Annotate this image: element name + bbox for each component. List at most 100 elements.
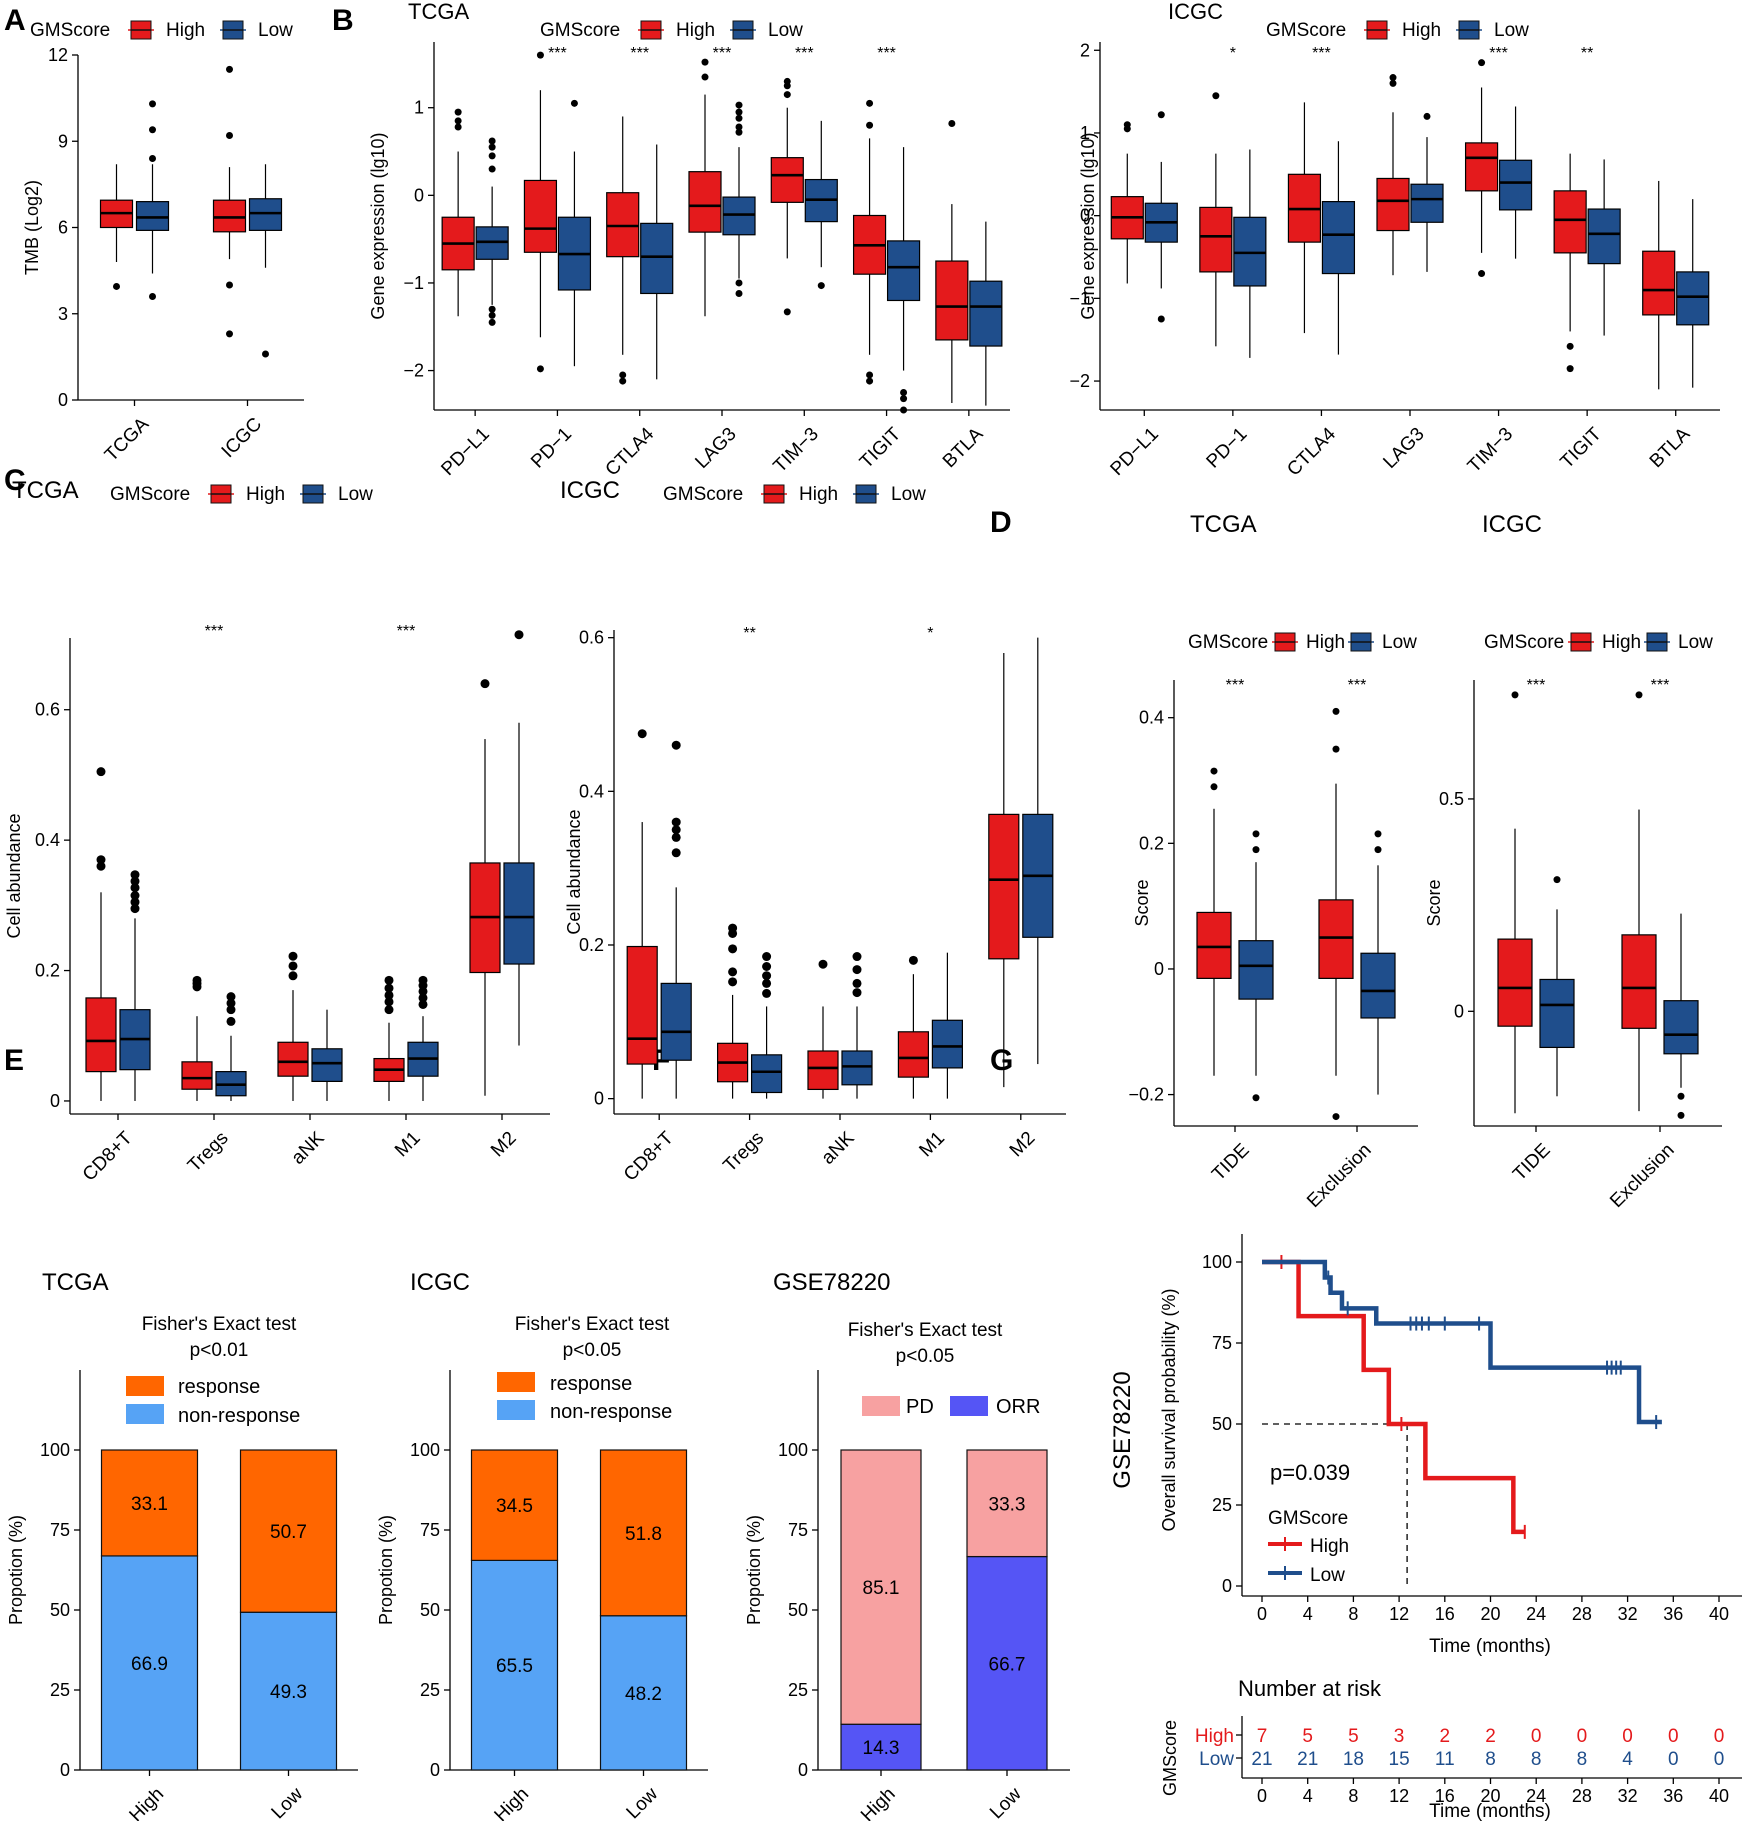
y-tick-label: −0.2	[1128, 1085, 1164, 1105]
y-axis-label: Cell abundance	[564, 809, 584, 934]
box-low-outlier	[418, 999, 428, 1009]
box-high-outlier	[866, 371, 874, 379]
box-low-body	[311, 1048, 343, 1082]
box-low-outlier	[149, 293, 156, 300]
km-curve-low	[1262, 1259, 1662, 1425]
risk-table-x-tick-label: 0	[1257, 1786, 1267, 1806]
risk-table-x-tick-label: 8	[1348, 1786, 1358, 1806]
pvalue-label: p=0.039	[1270, 1460, 1350, 1485]
box-low-body	[841, 1050, 873, 1086]
box-low-outlier	[130, 870, 140, 880]
y-tick-label: 0.4	[35, 830, 60, 850]
box-low-outlier	[418, 993, 428, 1003]
y-tick-label: 50	[788, 1600, 808, 1620]
legend-key-response	[126, 1376, 164, 1396]
bar-segment-PD	[966, 1449, 1048, 1558]
panel-letter-E: E	[4, 1044, 24, 1077]
box-high-body	[1199, 206, 1233, 273]
box-high-outlier	[637, 729, 647, 739]
x-tick-label: Exclusion	[1303, 1140, 1375, 1212]
box-high-outlier	[1478, 59, 1486, 67]
risk-table-row-label: Low	[1199, 1749, 1234, 1770]
panel-letter-B: B	[332, 4, 354, 37]
risk-table-value: 18	[1343, 1749, 1364, 1770]
x-tick-label: CTLA4	[1283, 423, 1340, 480]
y-tick-label: 0.2	[35, 961, 60, 981]
box-low-outlier	[130, 904, 140, 914]
bar-value-label: 34.5	[496, 1496, 533, 1517]
box-high-outlier	[384, 1005, 394, 1015]
box-high-outlier	[226, 281, 233, 289]
x-tick-label: High	[857, 1784, 899, 1821]
bar-value-label: 48.2	[625, 1684, 662, 1705]
box-high-body	[1196, 911, 1232, 979]
box-high-outlier	[701, 58, 709, 66]
legend-title: GMScore	[1484, 632, 1564, 653]
box-low-outlier	[226, 998, 236, 1008]
y-tick-label: 0	[60, 1760, 70, 1780]
legend-label-low: Low	[258, 20, 293, 41]
risk-table-value: 0	[1531, 1726, 1542, 1747]
box-low-outlier	[488, 152, 496, 160]
box-low-body	[660, 982, 692, 1061]
bar-segment-PD	[840, 1449, 922, 1725]
risk-table-value: 5	[1302, 1726, 1313, 1747]
box-low-outlier	[735, 108, 743, 116]
y-tick-label: 0	[58, 390, 68, 410]
bar-segment-ORR	[966, 1555, 1048, 1771]
box-high-outlier	[866, 121, 874, 129]
legend-label-low: Low	[1310, 1565, 1345, 1586]
significance-label: ***	[1226, 677, 1245, 694]
legend-label-nonresponse: non-response	[550, 1401, 672, 1423]
panel-title: TCGA	[42, 1269, 109, 1296]
y-tick-label: 0	[1154, 959, 1164, 979]
y-tick-label: 12	[48, 45, 68, 65]
y-axis-label: TMB (Log2)	[22, 180, 42, 275]
box-low-outlier	[852, 952, 862, 962]
y-tick-label: 0	[414, 185, 424, 205]
bar-segment-response	[470, 1449, 559, 1562]
x-tick-label: 4	[1303, 1604, 1313, 1624]
legend-label-high: High	[1306, 632, 1345, 653]
box-high-body	[1464, 142, 1499, 192]
box-low-outlier	[762, 978, 772, 988]
risk-table-value: 0	[1622, 1726, 1633, 1747]
x-tick-label: BTLA	[939, 424, 988, 473]
legend-label-low: Low	[891, 484, 926, 505]
x-tick-label: TIGIT	[1557, 423, 1606, 472]
box-high-outlier	[1478, 270, 1486, 278]
x-tick-label: TIM−3	[770, 424, 823, 477]
legend-key-orr	[950, 1396, 988, 1416]
x-tick-label: Tregs	[719, 1128, 768, 1177]
box-low-outlier	[1252, 830, 1260, 838]
legend-label-response: response	[550, 1373, 632, 1395]
bar-value-label: 65.5	[496, 1656, 533, 1677]
box-low-outlier	[149, 126, 156, 134]
risk-table-x-tick-label: 20	[1480, 1786, 1500, 1806]
significance-label: *	[927, 625, 933, 642]
y-axis-label: Gene expression (lg10)	[368, 132, 388, 319]
box-high-body	[626, 945, 658, 1065]
y-tick-label: 25	[1212, 1495, 1232, 1515]
legend-key-nonresponse	[126, 1404, 164, 1424]
legend-label-high: High	[1402, 20, 1441, 41]
legend-label-low: Low	[768, 20, 803, 41]
y-tick-label: 100	[40, 1440, 70, 1460]
box-high-outlier	[728, 967, 738, 977]
x-tick-label: PD−L1	[1107, 424, 1163, 480]
box-high-outlier	[288, 961, 298, 971]
significance-label: ***	[630, 45, 649, 62]
y-tick-label: 0.2	[579, 935, 604, 955]
box-high-body	[1318, 899, 1354, 979]
box-low-outlier	[671, 740, 681, 750]
box-high-outlier	[384, 990, 394, 1000]
legend-label-pd: PD	[906, 1396, 934, 1418]
legend-label-low: Low	[338, 484, 373, 505]
panel-title: ICGC	[410, 1269, 470, 1296]
y-tick-label: 0.4	[1139, 708, 1164, 728]
box-low-outlier	[1252, 846, 1260, 854]
panel-letter-C: C	[4, 464, 26, 497]
bar-segment-non-response	[599, 1615, 688, 1771]
box-high-outlier	[728, 928, 738, 938]
y-tick-label: 50	[420, 1600, 440, 1620]
